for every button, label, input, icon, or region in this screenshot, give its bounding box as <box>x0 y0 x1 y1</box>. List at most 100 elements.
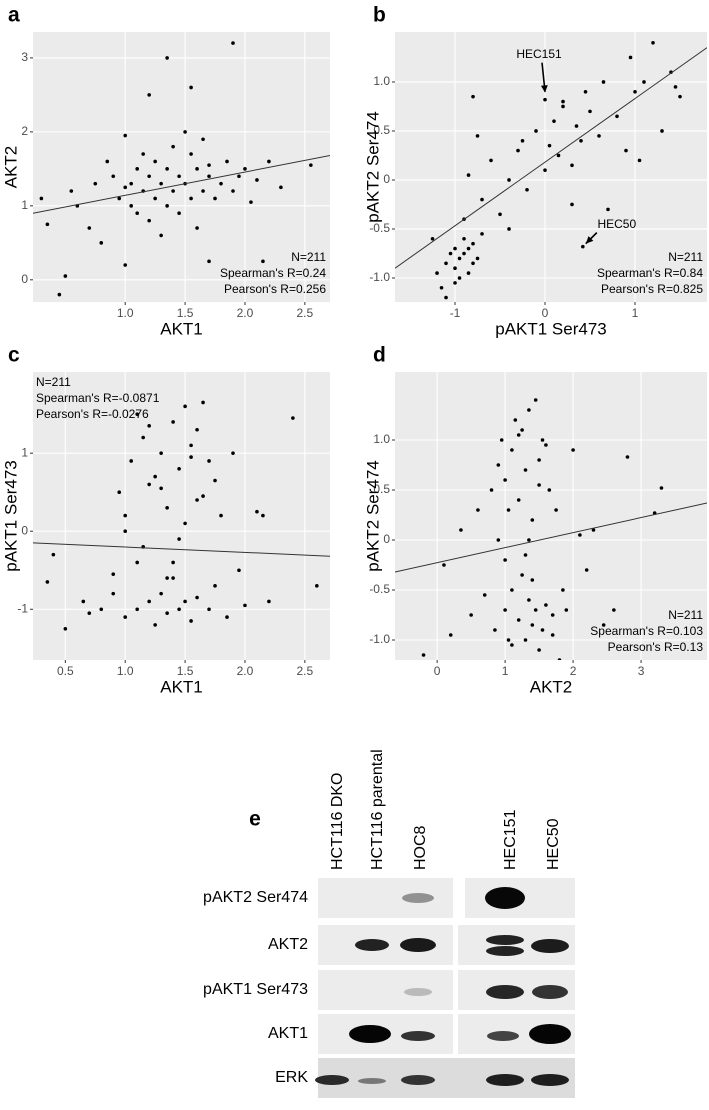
point <box>117 196 122 201</box>
point <box>516 433 521 437</box>
point <box>231 189 235 193</box>
point <box>123 513 128 518</box>
point <box>171 420 175 424</box>
point <box>561 99 565 104</box>
band <box>486 935 524 945</box>
point <box>475 256 480 261</box>
x-tick-label: 1 <box>502 664 509 678</box>
point <box>261 259 265 264</box>
point <box>459 528 463 532</box>
point <box>177 211 181 216</box>
point <box>87 611 92 615</box>
point <box>601 623 606 627</box>
lane-label: HEC151 <box>502 809 519 870</box>
point <box>520 428 524 432</box>
x-axis-title: pAKT1 Ser473 <box>495 319 607 338</box>
point <box>177 174 181 179</box>
y-tick-label: 0 <box>383 172 390 186</box>
point <box>99 607 104 612</box>
point <box>123 263 128 267</box>
row-label: pAKT1 Ser473 <box>203 981 308 998</box>
point <box>453 266 457 270</box>
callout-label: HEC50 <box>597 217 636 231</box>
y-tick-label: 1 <box>21 445 28 459</box>
point <box>147 174 151 179</box>
point <box>195 167 199 171</box>
point <box>153 196 157 201</box>
point <box>588 109 592 114</box>
band <box>349 1025 391 1043</box>
point <box>153 623 157 627</box>
annotation: N=211 <box>668 608 703 622</box>
scatter-panel: d 0 1 2 3 -1.0 -0.5 0 0.5 1.0 AKT2 pAKT2 Ser474 N=21… <box>363 344 707 696</box>
point <box>165 167 169 171</box>
point <box>171 144 175 149</box>
lane-label: HCT116 DKO <box>329 772 346 870</box>
row-label: AKT1 <box>268 1025 308 1042</box>
plot-background <box>395 32 707 302</box>
point <box>129 459 134 463</box>
point <box>189 152 193 156</box>
point <box>624 148 628 153</box>
point <box>183 521 187 526</box>
point <box>225 159 229 164</box>
point <box>503 558 507 562</box>
point <box>255 178 259 182</box>
y-tick-label: 1.0 <box>373 432 390 446</box>
y-tick-label: -1 <box>17 601 28 615</box>
point <box>213 196 217 201</box>
panel-letter: b <box>373 4 386 27</box>
point <box>642 80 646 84</box>
point <box>165 204 169 208</box>
x-tick-label: 1.0 <box>117 306 134 320</box>
point <box>195 226 199 230</box>
band <box>402 893 434 903</box>
point <box>507 227 511 231</box>
point <box>489 488 494 492</box>
x-axis-title: AKT1 <box>160 677 203 696</box>
band <box>355 939 389 951</box>
point <box>111 572 116 576</box>
point <box>267 159 271 164</box>
point <box>141 152 145 156</box>
point <box>237 174 241 179</box>
point <box>530 623 535 627</box>
x-tick-label: 1.5 <box>177 306 194 320</box>
annotation: Spearman's R=-0.0871 <box>36 391 160 405</box>
point <box>207 174 211 179</box>
band <box>401 1031 435 1041</box>
point <box>462 236 466 241</box>
point <box>678 94 682 99</box>
point <box>63 274 68 278</box>
point <box>225 615 229 619</box>
point <box>87 226 92 230</box>
point <box>201 400 205 405</box>
point <box>171 576 175 580</box>
point <box>453 281 457 285</box>
lane-label: HOC8 <box>412 825 429 870</box>
point <box>637 158 642 163</box>
point <box>597 134 601 138</box>
point <box>525 187 529 192</box>
point <box>147 424 151 428</box>
points <box>421 398 664 660</box>
point <box>601 80 606 84</box>
point <box>578 533 582 537</box>
point <box>660 129 664 133</box>
annotation: N=211 <box>36 375 71 389</box>
point <box>633 89 637 94</box>
point <box>544 443 548 447</box>
plot-background <box>33 32 330 302</box>
x-tick-label: 0 <box>542 306 549 320</box>
point <box>177 607 181 612</box>
point <box>189 85 193 90</box>
point <box>129 181 134 186</box>
band <box>485 887 525 909</box>
point <box>159 181 163 186</box>
point <box>159 451 163 455</box>
x-tick-label: 0 <box>434 664 441 678</box>
point <box>510 448 514 452</box>
point <box>442 563 446 567</box>
point <box>123 529 128 534</box>
